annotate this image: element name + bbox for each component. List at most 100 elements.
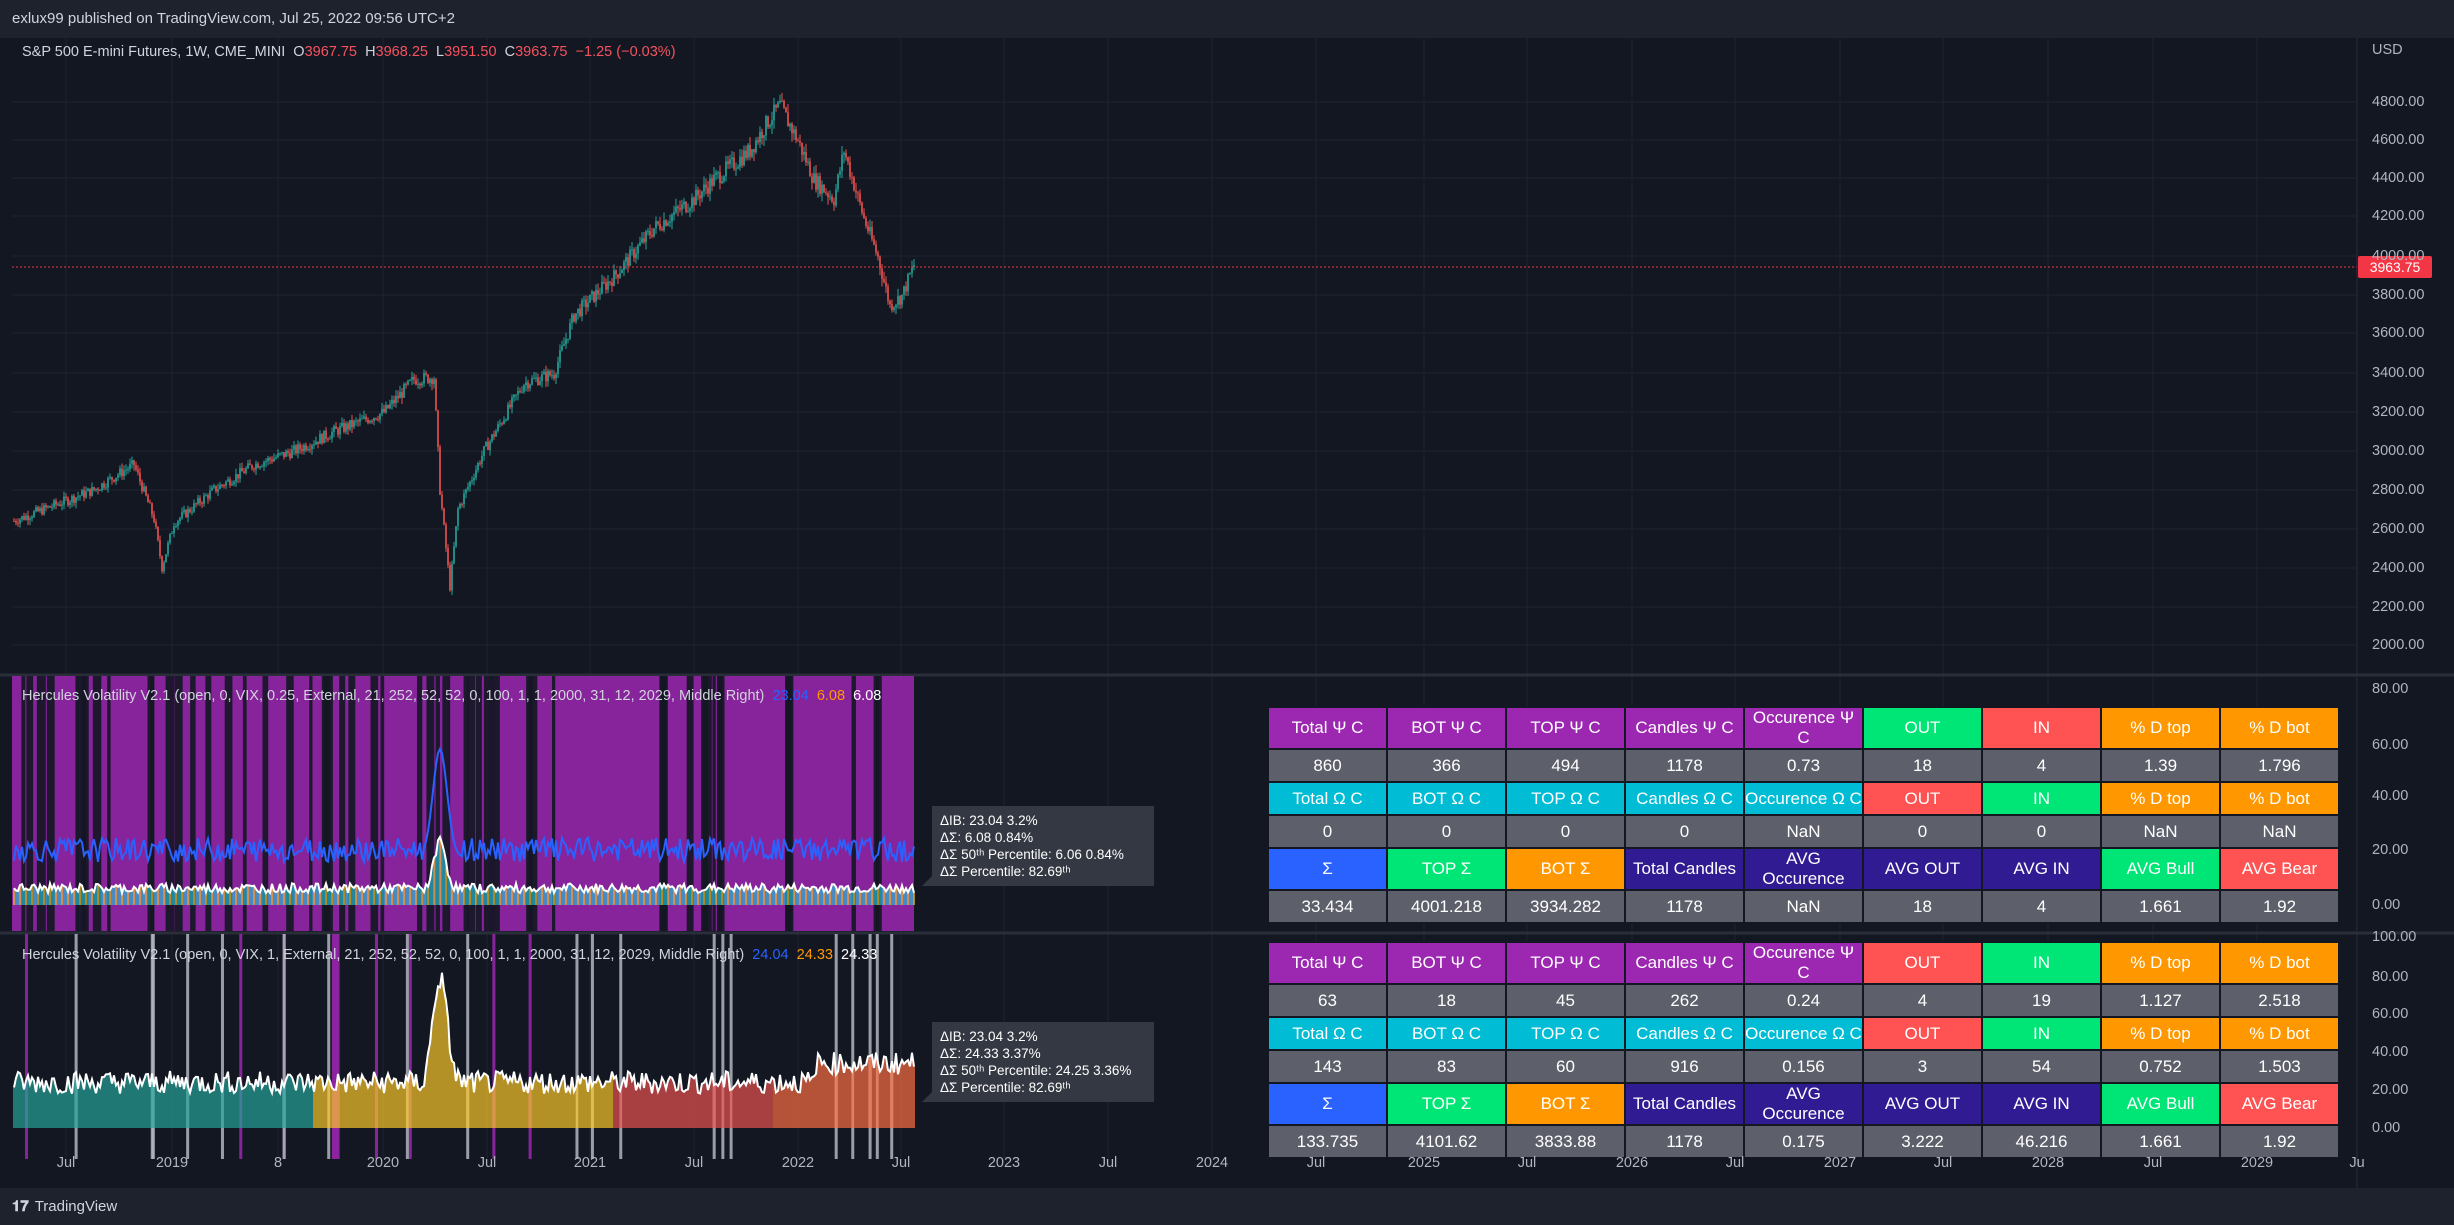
table-cell: 18 (1386, 983, 1507, 1018)
table-cell: 18 (1862, 889, 1983, 924)
pane2-stats-table: Total Ψ C BOT Ψ C TOP Ψ C Candles Ψ C Occure… (1267, 941, 2340, 1159)
price-tick: 2600.00 (2372, 521, 2425, 537)
table-cell: 0.156 (1743, 1049, 1864, 1084)
table-cell: Occurence Ω C (1743, 781, 1864, 816)
stats-delta: ΔΣ: 6.08 0.84% (940, 830, 1034, 845)
table-cell: AVG IN (1981, 1082, 2102, 1126)
table-cell: TOP Ω C (1505, 1016, 1626, 1051)
table-cell: 4 (1981, 748, 2102, 783)
pane1-tick: 80.00 (2372, 681, 2409, 697)
open-value: 3967.75 (304, 44, 357, 60)
table-cell: Total Ω C (1267, 1016, 1388, 1051)
pane2-value-2: 24.33 (796, 947, 833, 963)
symbol-legend[interactable]: S&P 500 E-mini Futures, 1W, CME_MINI O39… (22, 44, 676, 60)
table-cell: 3934.282 (1505, 889, 1626, 924)
table-cell: NaN (2219, 814, 2340, 849)
table-cell: % D bot (2219, 1016, 2340, 1051)
pane2-tick: 60.00 (2372, 1006, 2409, 1022)
close-label: C (504, 44, 516, 60)
pane2-legend[interactable]: Hercules Volatility V2.1 (open, 0, VIX, … (22, 947, 877, 963)
table-cell: 0 (1862, 814, 1983, 849)
pane1-value-3: 6.08 (853, 688, 882, 704)
table-cell: Occurence Ω C (1743, 1016, 1864, 1051)
pane1-tick: 0.00 (2372, 897, 2401, 913)
pane1-legend[interactable]: Hercules Volatility V2.1 (open, 0, VIX, … (22, 688, 881, 704)
low-label: L (436, 44, 445, 60)
table-cell: 19 (1981, 983, 2102, 1018)
table-cell: AVG Occurence (1743, 847, 1864, 891)
time-tick: Jul (2143, 1155, 2163, 1171)
price-tick: 3000.00 (2372, 443, 2425, 459)
tradingview-logo-icon[interactable]: 𝟏𝟕 (12, 1198, 29, 1215)
pane2-tick: 100.00 (2372, 929, 2417, 945)
time-tick: Jul (1306, 1155, 1326, 1171)
table-cell: 1178 (1624, 748, 1745, 783)
table-cell: Total Candles (1624, 1082, 1745, 1126)
stats-percentile50: ΔΣ 50ᵗʰ Percentile: 24.25 3.36% (940, 1063, 1132, 1078)
table-cell: 916 (1624, 1049, 1745, 1084)
time-tick: 2022 (781, 1155, 815, 1171)
table-header-row: Total Ω C BOT Ω C TOP Ω C Candles Ω C Occure… (1267, 781, 2340, 816)
table-cell: AVG Bear (2219, 1082, 2340, 1126)
table-value-row: 860 366 494 1178 0.73 18 4 1.39 1.796 (1267, 748, 2340, 783)
price-tick: 2800.00 (2372, 482, 2425, 498)
table-cell: 1.92 (2219, 1124, 2340, 1159)
time-tick: 2026 (1615, 1155, 1649, 1171)
table-cell: 0 (1267, 814, 1388, 849)
table-cell: OUT (1862, 706, 1983, 750)
time-tick: 2029 (2240, 1155, 2274, 1171)
last-price-tag: 3963.75 (2358, 256, 2432, 278)
table-cell: 4 (1862, 983, 1983, 1018)
price-tick: 2400.00 (2372, 560, 2425, 576)
table-cell: 3833.88 (1505, 1124, 1626, 1159)
table-cell: TOP Σ (1386, 1082, 1507, 1126)
table-cell: 1.92 (2219, 889, 2340, 924)
time-tick: 2024 (1195, 1155, 1229, 1171)
table-cell: TOP Σ (1386, 847, 1507, 891)
time-tick: Jul (1098, 1155, 1118, 1171)
pane1-stats-table: Total Ψ C BOT Ψ C TOP Ψ C Candles Ψ C Occure… (1267, 706, 2340, 924)
price-tick: 4800.00 (2372, 94, 2425, 110)
table-cell: AVG IN (1981, 847, 2102, 891)
table-cell: NaN (1743, 814, 1864, 849)
stats-percentile: ΔΣ Percentile: 82.69ᵗʰ (940, 1080, 1071, 1095)
price-tick: 3600.00 (2372, 325, 2425, 341)
table-cell: 1.503 (2219, 1049, 2340, 1084)
time-tick: 2021 (573, 1155, 607, 1171)
table-cell: NaN (2100, 814, 2221, 849)
table-cell: 18 (1862, 748, 1983, 783)
table-cell: 1.39 (2100, 748, 2221, 783)
table-cell: AVG OUT (1862, 1082, 1983, 1126)
table-cell: 4001.218 (1386, 889, 1507, 924)
table-cell: 1.661 (2100, 1124, 2221, 1159)
stats-percentile: ΔΣ Percentile: 82.69ᵗʰ (940, 864, 1071, 879)
pane1-title: Hercules Volatility V2.1 (open, 0, VIX, … (22, 688, 765, 704)
table-cell: 1.796 (2219, 748, 2340, 783)
table-cell: OUT (1862, 1016, 1983, 1051)
table-cell: BOT Ψ C (1386, 706, 1507, 750)
table-cell: 0.24 (1743, 983, 1864, 1018)
table-cell: 0.175 (1743, 1124, 1864, 1159)
time-tick: Jul (56, 1155, 76, 1171)
table-cell: Occurence Ψ C (1743, 706, 1864, 750)
table-cell: 45 (1505, 983, 1626, 1018)
table-cell: 33.434 (1267, 889, 1388, 924)
table-cell: % D bot (2219, 941, 2340, 985)
table-cell: AVG OUT (1862, 847, 1983, 891)
table-cell: Occurence Ψ C (1743, 941, 1864, 985)
time-tick: 2020 (366, 1155, 400, 1171)
table-header-row: Total Ψ C BOT Ψ C TOP Ψ C Candles Ψ C Occure… (1267, 941, 2340, 985)
table-value-row: 133.735 4101.62 3833.88 1178 0.175 3.222 46.21… (1267, 1124, 2340, 1159)
table-cell: 1178 (1624, 1124, 1745, 1159)
table-cell: BOT Σ (1505, 847, 1626, 891)
table-cell: TOP Ω C (1505, 781, 1626, 816)
table-header-row: Total Ψ C BOT Ψ C TOP Ψ C Candles Ψ C Occure… (1267, 706, 2340, 750)
table-cell: 3.222 (1862, 1124, 1983, 1159)
time-tick: 2028 (2031, 1155, 2065, 1171)
chart-canvas[interactable] (0, 38, 2454, 1188)
pane1-value-2: 6.08 (816, 688, 846, 704)
table-cell: % D bot (2219, 706, 2340, 750)
table-cell: % D top (2100, 1016, 2221, 1051)
price-tick: 3400.00 (2372, 365, 2425, 381)
time-tick: 2027 (1823, 1155, 1857, 1171)
